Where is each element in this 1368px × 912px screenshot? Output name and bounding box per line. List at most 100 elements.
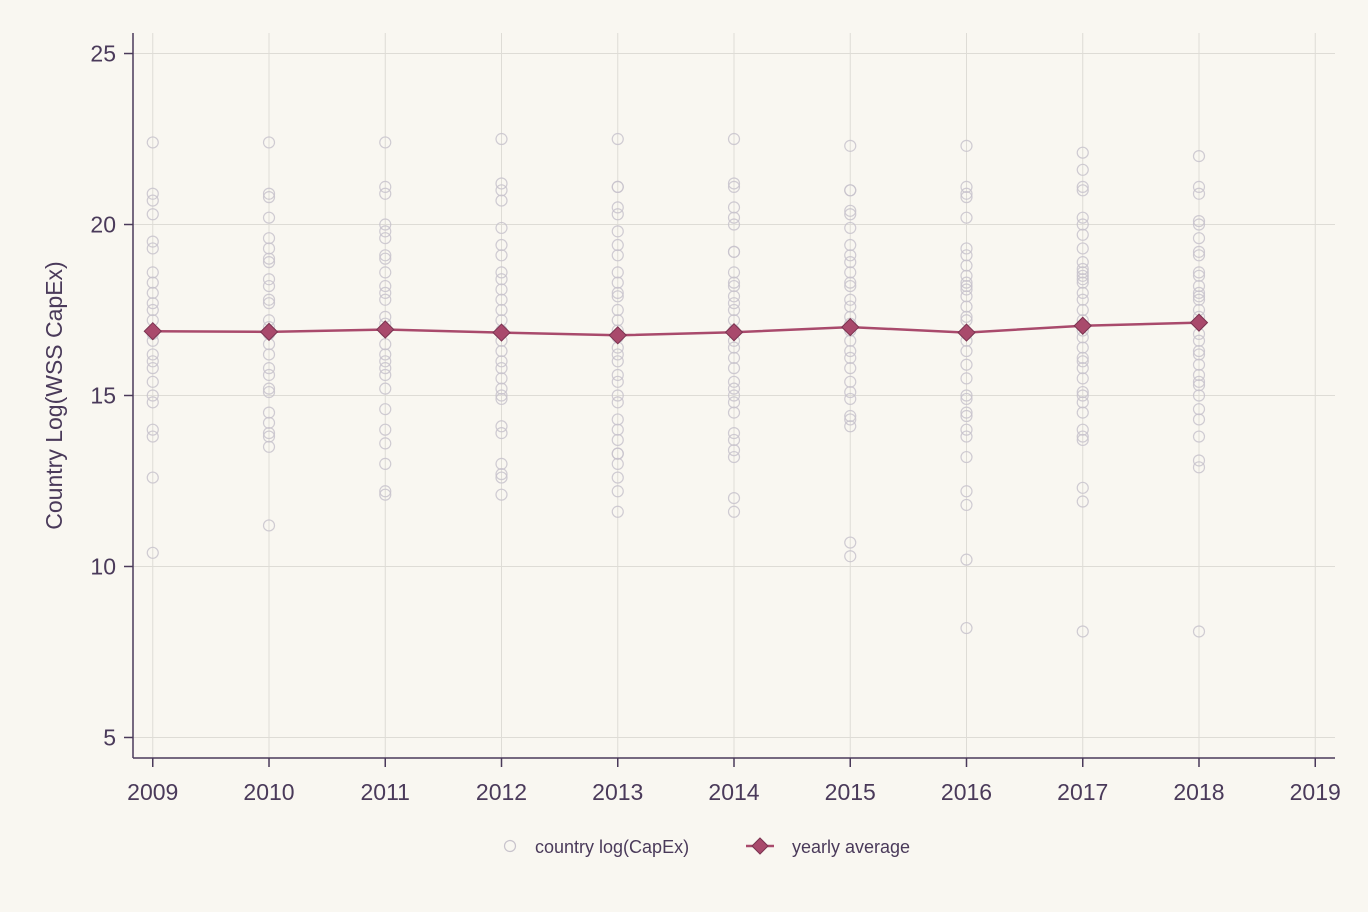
scatter-point	[262, 279, 276, 293]
scatter-point	[1192, 368, 1206, 382]
scatter-point	[1192, 232, 1206, 245]
scatter-point	[727, 303, 741, 317]
x-tick-label: 2012	[476, 779, 527, 805]
y-tick-label: 20	[90, 212, 116, 238]
scatter-point	[262, 362, 276, 375]
scatter-point	[1192, 461, 1206, 474]
scatter-point	[495, 471, 508, 484]
scatter-point	[146, 348, 159, 361]
scatter-point	[727, 177, 741, 190]
scatter-points	[146, 132, 1206, 638]
scatter-point	[844, 385, 857, 399]
scatter-point	[1076, 286, 1089, 300]
scatter-point	[262, 430, 276, 443]
scatter-point	[960, 279, 973, 293]
scatter-point	[495, 382, 508, 395]
scatter-point	[379, 180, 392, 193]
scatter-point	[262, 297, 276, 310]
scatter-point	[1076, 396, 1089, 409]
scatter-point	[495, 221, 508, 235]
scatter-point	[727, 444, 741, 457]
scatter-point	[379, 136, 392, 149]
scatter-point	[262, 293, 276, 306]
scatter-point	[495, 184, 508, 197]
scatter-point	[1076, 276, 1089, 289]
axes: 2009 2010 2011 2012 2013 2014 2015 2016 2017 2018…	[41, 33, 1341, 805]
scatter-point	[611, 413, 624, 426]
scatter-point	[844, 300, 857, 313]
scatter-point	[844, 293, 857, 306]
average-marker	[492, 323, 511, 342]
scatter-point	[611, 276, 624, 289]
scatter-point	[1192, 389, 1206, 402]
scatter-point	[611, 249, 624, 262]
scatter-point	[1192, 379, 1206, 392]
scatter-point	[960, 310, 973, 323]
legend-diamond-symbol	[751, 837, 769, 855]
scatter-point	[262, 232, 276, 245]
scatter-point	[1076, 625, 1089, 638]
scatter-point	[727, 505, 741, 518]
scatter-point	[379, 382, 392, 395]
scatter-point	[844, 221, 857, 235]
scatter-point	[379, 485, 392, 498]
scatter-point	[960, 392, 973, 406]
average-marker	[376, 320, 395, 339]
legend-label-average: yearly average	[792, 837, 910, 857]
scatter-point	[611, 314, 624, 327]
scatter-point	[379, 348, 392, 361]
scatter-point	[960, 249, 973, 262]
scatter-point	[1076, 273, 1089, 286]
scatter-point	[146, 276, 159, 289]
scatter-point	[727, 491, 741, 505]
scatter-point	[379, 293, 392, 306]
scatter-point	[844, 375, 857, 388]
average-marker	[143, 322, 162, 341]
scatter-point	[727, 341, 741, 354]
scatter-point	[379, 362, 392, 375]
scatter-point	[1076, 266, 1089, 279]
scatter-point	[727, 382, 741, 395]
scatter-point	[262, 211, 276, 224]
scatter-point	[960, 300, 973, 313]
scatter-point	[844, 409, 857, 423]
scatter-point	[262, 191, 276, 204]
scatter-point	[146, 389, 159, 402]
scatter-point	[146, 303, 159, 317]
scatter-point	[262, 440, 276, 453]
scatter-point	[1192, 187, 1206, 200]
scatter-point	[960, 180, 973, 193]
scatter-point	[960, 358, 973, 371]
scatter-point	[960, 290, 973, 303]
scatter-point	[1192, 245, 1206, 258]
scatter-point	[1076, 262, 1089, 276]
scatter-point	[844, 362, 857, 375]
scatter-point	[262, 368, 276, 382]
scatter-point	[727, 180, 741, 193]
scatter-point	[379, 488, 392, 501]
scatter-point	[1192, 413, 1206, 426]
x-tick-label: 2019	[1290, 779, 1341, 805]
scatter-point	[727, 132, 741, 146]
scatter-point	[960, 553, 973, 566]
y-tick-label: 25	[90, 41, 116, 67]
scatter-point	[960, 430, 973, 443]
scatter-point	[960, 276, 973, 289]
x-tick-label: 2014	[708, 779, 759, 805]
scatter-point	[844, 536, 857, 549]
scatter-point	[146, 375, 159, 388]
scatter-point	[379, 266, 392, 279]
scatter-point	[146, 136, 159, 149]
scatter-point	[1076, 406, 1089, 419]
scatter-point	[1076, 430, 1089, 443]
scatter-point	[1076, 184, 1089, 197]
scatter-point	[611, 180, 624, 193]
scatter-point	[379, 218, 392, 231]
scatter-point	[960, 621, 973, 635]
scatter-point	[379, 355, 392, 368]
scatter-point	[379, 232, 392, 245]
scatter-point	[844, 276, 857, 289]
average-marker	[1073, 316, 1092, 335]
x-tick-label: 2017	[1057, 779, 1108, 805]
x-tick-label: 2011	[361, 779, 410, 805]
